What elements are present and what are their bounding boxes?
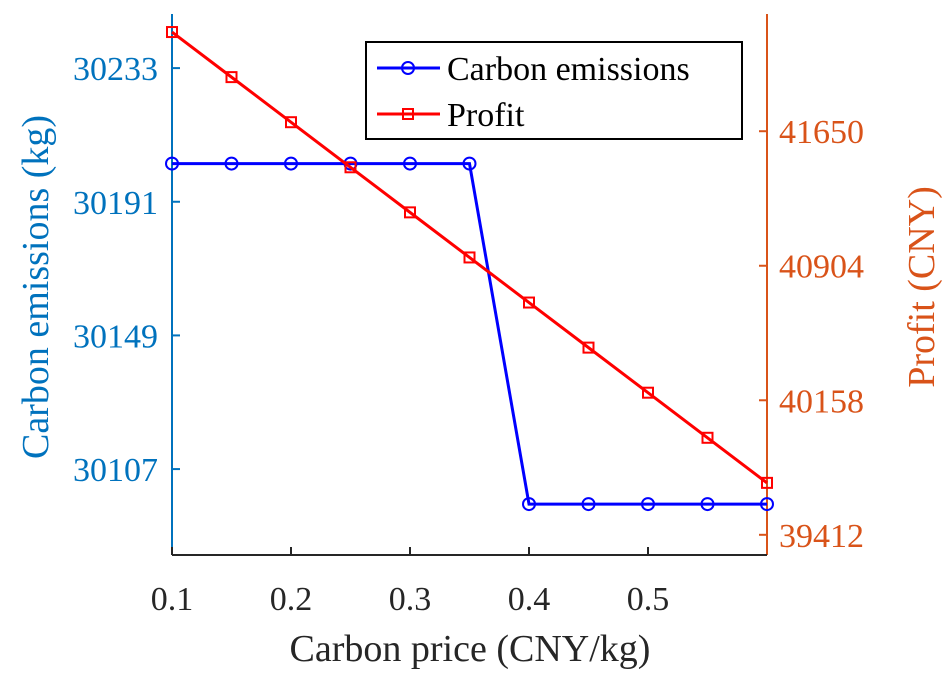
profit-point <box>166 26 178 39</box>
legend: Carbon emissions Profit <box>365 41 743 140</box>
carbon-emissions-point <box>700 497 715 512</box>
x-tick-label: 0.1 <box>151 581 194 618</box>
profit-point <box>285 116 297 129</box>
legend-box <box>365 41 743 140</box>
carbon-emissions-point <box>760 497 774 512</box>
right-y-tick-label: 41650 <box>779 114 864 151</box>
left-y-tick-label: 30149 <box>73 318 158 355</box>
right-y-tick-label: 39412 <box>779 518 864 555</box>
carbon-emissions-point <box>224 156 239 171</box>
profit-point <box>701 431 714 444</box>
carbon-emissions-point <box>403 156 417 171</box>
x-axis-label: Carbon price (CNY/kg) <box>290 628 651 670</box>
x-tick-label: 0.4 <box>508 581 551 618</box>
legend-profit-marker <box>402 108 414 120</box>
ticks-layer: 0.1 0.2 0.3 0.4 0.5 30107 30149 30191 30233 39412… <box>73 51 864 618</box>
carbon-emissions-point <box>581 497 596 512</box>
carbon-emissions-point <box>641 497 655 512</box>
x-tick-label: 0.3 <box>389 581 432 618</box>
x-tick-label: 0.5 <box>627 581 670 618</box>
carbon-emissions-point <box>522 497 536 512</box>
profit-point <box>582 341 595 354</box>
legend-profit-label: Profit <box>447 97 525 134</box>
profit-point <box>225 71 238 84</box>
carbon-emissions-point <box>462 156 477 171</box>
plot-frame <box>171 14 768 556</box>
legend-carbon-label: Carbon emissions <box>447 51 690 88</box>
left-y-tick-label: 30107 <box>73 452 158 489</box>
profit-point <box>404 206 416 219</box>
left-y-tick-label: 30191 <box>73 185 158 222</box>
left-y-axis-label: Carbon emissions (kg) <box>15 115 57 459</box>
right-y-tick-label: 40158 <box>779 383 864 420</box>
x-tick-label: 0.2 <box>270 581 313 618</box>
series-layer <box>165 26 774 512</box>
profit-point <box>523 296 535 309</box>
profit-point <box>761 476 773 489</box>
profit-point <box>642 386 654 399</box>
left-y-tick-label: 30233 <box>73 51 158 88</box>
legend-carbon-marker <box>401 61 415 75</box>
profit-line <box>171 30 768 485</box>
right-y-axis-label: Profit (CNY) <box>901 186 943 388</box>
right-y-tick-label: 40904 <box>779 249 864 286</box>
carbon-emissions-line <box>172 162 767 506</box>
profit-point <box>463 251 476 264</box>
carbon-emissions-point <box>165 156 179 171</box>
carbon-emissions-point <box>284 156 298 171</box>
profit-point <box>344 161 357 174</box>
